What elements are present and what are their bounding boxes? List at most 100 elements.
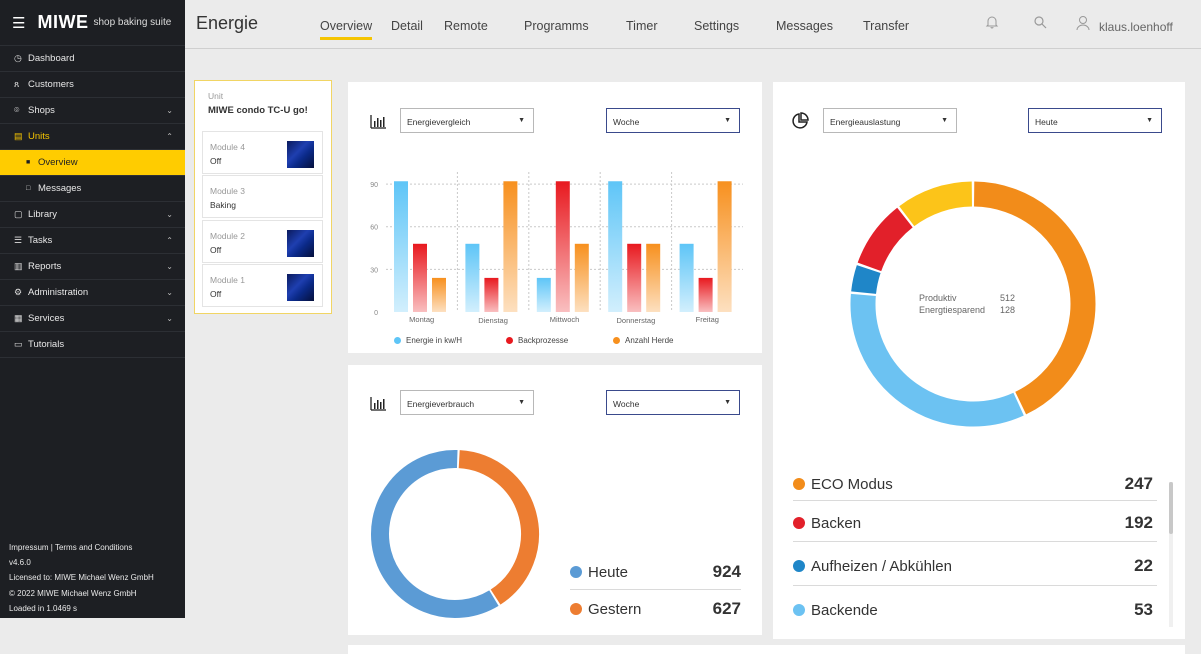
donut-slice: [458, 450, 539, 605]
module-label: Module 4: [210, 142, 245, 152]
period-select[interactable]: Heute ▼: [1028, 108, 1162, 133]
metric-select[interactable]: Energieauslastung ▼: [823, 108, 957, 133]
consumption-donut-chart: [371, 450, 539, 618]
stat-value: 247: [1124, 474, 1153, 493]
tab-programms[interactable]: Programms: [524, 19, 589, 33]
sidebar-item-customers[interactable]: ጸ Customers: [0, 72, 185, 98]
sidebar-item-messages[interactable]: □ Messages: [0, 176, 185, 202]
bar: [555, 181, 570, 312]
module-state: Off: [210, 156, 222, 166]
sidebar-item-shops[interactable]: ⌾ Shops ⌄: [0, 98, 185, 124]
stat-swatch: [793, 560, 805, 572]
brand-suite: shop baking suite: [93, 17, 172, 28]
stat-swatch: [793, 478, 805, 490]
tab-detail[interactable]: Detail: [391, 19, 423, 33]
bar-chart-icon: [370, 396, 386, 414]
legend-label: Anzahl Herde: [625, 336, 674, 345]
sidebar-item-tasks[interactable]: ☰ Tasks ⌃: [0, 228, 185, 254]
tab-timer[interactable]: Timer: [626, 19, 658, 33]
tab-transfer[interactable]: Transfer: [863, 19, 910, 33]
stat-row: Heute 924: [570, 562, 741, 582]
sidebar-item-overview[interactable]: ■ Overview: [0, 150, 185, 176]
sidebar: ☰ MIWE shop baking suite ◷ Dashboard ጸ C…: [0, 0, 185, 618]
stats-scrollbar-track[interactable]: [1169, 482, 1173, 627]
sidebar-item-label: Units: [28, 131, 50, 142]
tab-remote[interactable]: Remote: [444, 19, 488, 33]
footer-license: Licensed to: MIWE Michael Wenz GmbH: [9, 573, 154, 583]
caret-down-icon: ▼: [724, 117, 731, 124]
sidebar-item-administration[interactable]: ⚙ Administration ⌄: [0, 280, 185, 306]
donut-slice: [371, 450, 499, 618]
x-tick-label: Mittwoch: [550, 315, 580, 324]
metric-select-value: Energieauslastung: [830, 117, 901, 127]
tab-overview[interactable]: Overview: [320, 19, 373, 40]
divider: [793, 585, 1157, 586]
center-value: 512: [1000, 293, 1016, 303]
caret-down-icon: ▼: [518, 399, 525, 406]
sidebar-item-units[interactable]: ▤ Units ⌃: [0, 124, 185, 150]
legend-label: Backprozesse: [518, 336, 569, 345]
unit-label: Unit: [208, 91, 224, 101]
stats-scrollbar-thumb[interactable]: [1169, 482, 1173, 534]
tab-messages[interactable]: Messages: [776, 19, 833, 33]
user-name[interactable]: klaus.loenhoff: [1099, 20, 1173, 34]
period-select[interactable]: Woche ▼: [606, 108, 740, 133]
legend-swatch: [394, 337, 401, 344]
module-card-4[interactable]: Module 4 Off: [202, 131, 323, 174]
module-state: Off: [210, 245, 222, 255]
energy-utilization-card: Energieauslastung ▼ Heute ▼ Produktiv 51…: [773, 82, 1185, 639]
footer-copyright: © 2022 MIWE Michael Wenz GmbH: [9, 588, 137, 598]
search-icon[interactable]: [1033, 15, 1047, 32]
sidebar-item-library[interactable]: ▢ Library ⌄: [0, 202, 185, 228]
stat-row: Backende 53: [793, 600, 1153, 620]
stat-label: Gestern: [588, 600, 642, 618]
unit-header: Unit MIWE condo TC-U go!: [195, 81, 331, 129]
pie-chart-icon: [791, 112, 809, 133]
divider: [570, 589, 741, 590]
period-select-value: Woche: [613, 117, 640, 127]
stat-row: Backen 192: [793, 513, 1153, 533]
donut-slice: [857, 207, 913, 272]
user-icon[interactable]: [1076, 15, 1090, 34]
donut-slice: [899, 181, 973, 227]
bar: [394, 181, 408, 312]
bar: [608, 181, 623, 312]
energy-consumption-card: Energieverbrauch ▼ Woche ▼ Heute 924 Ges…: [348, 365, 762, 635]
chevron-up-icon: ⌃: [166, 236, 173, 245]
module-card-2[interactable]: Module 2 Off: [202, 220, 323, 263]
page-title: Energie: [196, 13, 259, 33]
metric-select[interactable]: Energievergleich ▼: [400, 108, 534, 133]
tab-settings[interactable]: Settings: [694, 19, 740, 33]
top-bar: Energie Overview Detail Remote Programms…: [185, 0, 1201, 49]
bar: [679, 243, 694, 312]
stat-value: 53: [1134, 600, 1153, 619]
sidebar-footer: Impressum | Terms and Conditions v4.6.0 …: [9, 540, 154, 616]
module-thumbnail: [287, 274, 314, 301]
tasks-icon: ☰: [14, 235, 23, 245]
module-card-1[interactable]: Module 1 Off: [202, 264, 323, 307]
caret-down-icon: ▼: [941, 117, 948, 124]
stat-swatch: [793, 604, 805, 616]
chevron-down-icon: ⌄: [166, 106, 173, 115]
period-select[interactable]: Woche ▼: [606, 390, 740, 415]
sidebar-item-dashboard[interactable]: ◷ Dashboard: [0, 46, 185, 72]
stat-swatch: [570, 566, 582, 578]
reports-icon: ▥: [14, 261, 23, 271]
bell-icon[interactable]: [985, 15, 999, 32]
stat-value: 192: [1124, 513, 1153, 532]
sidebar-item-services[interactable]: ▦ Services ⌄: [0, 306, 185, 332]
caret-down-icon: ▼: [724, 399, 731, 406]
sidebar-item-reports[interactable]: ▥ Reports ⌄: [0, 254, 185, 280]
module-card-3[interactable]: Module 3 Baking: [202, 175, 323, 218]
unit-panel: Unit MIWE condo TC-U go! Module 4 Off Mo…: [194, 80, 332, 314]
menu-icon[interactable]: ☰: [12, 14, 26, 32]
sidebar-item-label: Shops: [28, 105, 55, 116]
sidebar-item-label: Library: [28, 209, 58, 220]
metric-select[interactable]: Energieverbrauch ▼: [400, 390, 534, 415]
sidebar-item-label: Tutorials: [28, 339, 65, 350]
footer-links[interactable]: Impressum | Terms and Conditions: [9, 542, 133, 552]
bar-chart-icon: [370, 114, 386, 132]
sidebar-item-tutorials[interactable]: ▭ Tutorials: [0, 332, 185, 358]
stat-label: ECO Modus: [811, 475, 893, 493]
sidebar-item-label: Administration: [28, 287, 89, 298]
